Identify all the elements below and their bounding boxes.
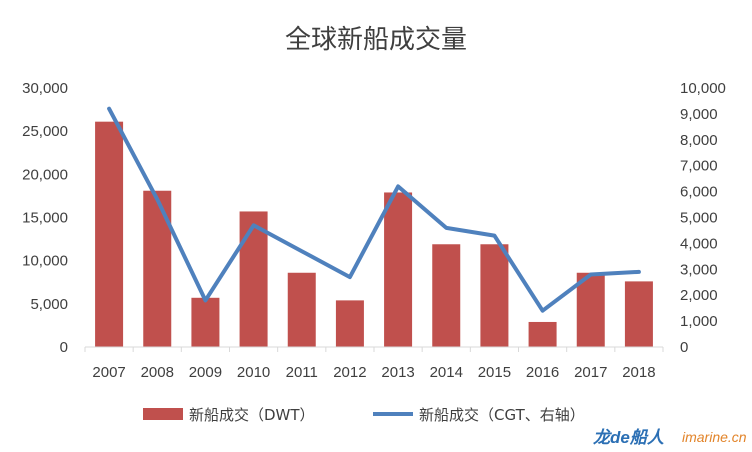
chart-title: 全球新船成交量: [285, 25, 467, 55]
line-point-2013: [397, 185, 399, 187]
line-series: [107, 106, 641, 313]
x-tick-label: 2011: [286, 364, 318, 381]
legend-label-bar: 新船成交（DWT）: [189, 406, 315, 424]
x-tick-label: 2016: [526, 364, 559, 381]
y-right-tick-label: 3,000: [680, 261, 718, 278]
bar-2016: [528, 321, 557, 347]
y-axis-left: 0 5,000 10,000 15,000 20,000 25,000 30,000: [22, 80, 68, 356]
y-left-tick-label: 5,000: [30, 296, 68, 313]
y-left-tick-label: 0: [60, 339, 68, 356]
watermark: 龙de船人 imarine.cn: [593, 428, 747, 447]
x-tick-label: 2007: [92, 364, 125, 381]
x-tick-label: 2013: [381, 364, 414, 381]
y-right-tick-label: 6,000: [680, 184, 718, 201]
legend-label-line: 新船成交（CGT、右轴）: [419, 406, 585, 424]
bar-2013: [384, 192, 413, 347]
bar-2010: [239, 211, 268, 347]
x-tick-label: 2012: [333, 364, 366, 381]
line-point-2017: [590, 273, 592, 275]
legend-swatch-bar: [143, 408, 183, 420]
line-point-2016: [542, 310, 544, 312]
bar-2007: [95, 121, 124, 347]
x-axis-ticks: 2007 2008 2009 2010 2011 2012 2013 2014 2015 2016…: [84, 347, 664, 381]
watermark-url: imarine.cn: [682, 429, 747, 445]
y-right-tick-label: 8,000: [680, 132, 718, 149]
line-point-2012: [349, 276, 351, 278]
x-tick-label: 2015: [478, 364, 511, 381]
watermark-brand: 龙de船人: [593, 428, 665, 447]
y-right-tick-label: 2,000: [680, 287, 718, 304]
bar-2012: [335, 300, 364, 347]
x-tick-label: 2014: [430, 364, 463, 381]
line-point-2011: [301, 250, 303, 252]
bar-2015: [480, 244, 509, 347]
y-left-tick-label: 30,000: [22, 80, 68, 97]
y-left-tick-label: 20,000: [22, 166, 68, 183]
bar-2014: [432, 244, 461, 347]
y-left-tick-label: 10,000: [22, 253, 68, 270]
line-point-2015: [493, 235, 495, 237]
x-tick-label: 2018: [622, 364, 655, 381]
bar-2009: [191, 297, 220, 347]
bar-2011: [287, 272, 316, 347]
line-point-2010: [253, 224, 255, 226]
y-right-tick-label: 10,000: [680, 80, 726, 97]
x-tick-label: 2017: [574, 364, 607, 381]
y-right-tick-label: 0: [680, 339, 688, 356]
bar-2018: [624, 281, 653, 347]
y-right-tick-label: 4,000: [680, 235, 718, 252]
line-point-2008: [156, 198, 158, 200]
bar-2017: [576, 272, 605, 347]
y-right-tick-label: 1,000: [680, 313, 718, 330]
line-point-2014: [445, 227, 447, 229]
x-tick-label: 2009: [189, 364, 222, 381]
x-tick-label: 2010: [237, 364, 270, 381]
y-right-tick-label: 5,000: [680, 210, 718, 227]
y-right-tick-label: 7,000: [680, 158, 718, 175]
line-point-2007: [108, 108, 110, 110]
line-path: [107, 106, 641, 313]
y-left-tick-label: 25,000: [22, 123, 68, 140]
x-tick-label: 2008: [141, 364, 174, 381]
bar-2008: [143, 190, 172, 347]
y-axis-right: 0 1,000 2,000 3,000 4,000 5,000 6,000 7,000 8,00…: [680, 80, 726, 356]
line-point-2018: [638, 271, 640, 273]
y-right-tick-label: 9,000: [680, 106, 718, 123]
bar-series: [95, 121, 653, 347]
legend: 新船成交（DWT） 新船成交（CGT、右轴）: [143, 406, 585, 424]
line-point-2009: [204, 299, 206, 301]
y-left-tick-label: 15,000: [22, 210, 68, 227]
